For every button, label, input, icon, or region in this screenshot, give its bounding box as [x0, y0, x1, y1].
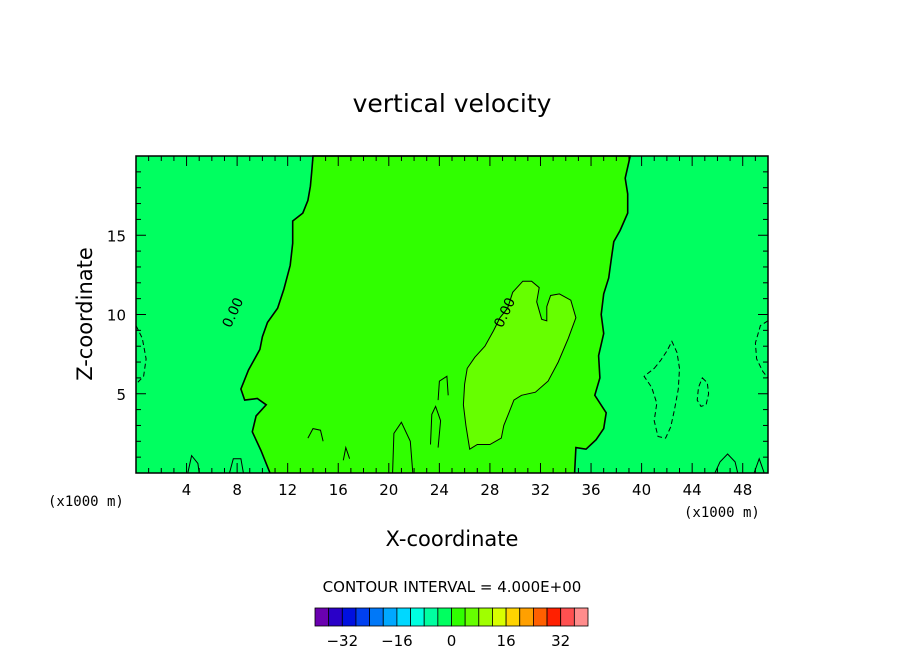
surface-contour-6	[437, 375, 449, 401]
chart-title: vertical velocity	[353, 89, 552, 118]
colorbar-swatch	[396, 607, 411, 627]
x-tick-label: 4	[182, 481, 192, 499]
region-right-small-downdraft	[696, 377, 710, 407]
x-tick-label: 20	[379, 481, 398, 499]
x-tick-label: 28	[480, 481, 499, 499]
x-tick-label: 8	[232, 481, 242, 499]
x-tick-label: 12	[278, 481, 297, 499]
x-tick-label: 48	[733, 481, 752, 499]
contour-interval-text: CONTOUR INTERVAL = 4.000E+00	[323, 578, 582, 596]
x-tick-label: 32	[531, 481, 550, 499]
y-axis-label: Z-coordinate	[73, 247, 97, 381]
surface-contour-5	[430, 405, 442, 448]
x-axis-label: X-coordinate	[386, 527, 519, 551]
surface-contour-7	[714, 453, 739, 474]
colorbar-swatch	[492, 607, 507, 627]
colorbar-swatch	[410, 607, 425, 627]
surface-contour-3	[342, 445, 351, 461]
region-central-updraft-band	[240, 155, 632, 474]
y-tick-label: 15	[107, 227, 126, 245]
colorbar-swatch	[505, 607, 521, 627]
colorbar-swatch	[437, 607, 452, 627]
colorbar-swatch	[451, 607, 466, 627]
x-tick-label: 40	[632, 481, 651, 499]
region-upper-plume	[462, 280, 577, 451]
x-tick-label: 44	[683, 481, 702, 499]
surface-contour-0	[187, 454, 200, 474]
colorbar-swatch	[355, 607, 371, 627]
colorbar: −32 −16 0 16 32	[314, 607, 589, 650]
x-tick-label: 16	[329, 481, 348, 499]
colorbar-tick-label: 0	[447, 632, 457, 650]
colorbar-swatch	[341, 607, 357, 627]
colorbar-tick-label: 16	[497, 632, 516, 650]
colorbar-swatch	[519, 607, 534, 627]
colorbar-swatch	[546, 607, 562, 627]
colorbar-swatch	[423, 607, 439, 627]
surface-contour-4	[392, 421, 414, 474]
colorbar-swatch	[478, 607, 493, 627]
region-right-downdraft	[643, 340, 681, 439]
colorbar-swatch	[382, 607, 398, 627]
y-tick-label: 10	[107, 307, 126, 325]
surface-contour-2	[307, 428, 324, 442]
colorbar-swatch	[314, 607, 330, 627]
colorbar-tick-label: 32	[551, 632, 570, 650]
colorbar-swatch	[573, 607, 589, 627]
plot-area: 0.00 0.00	[135, 155, 769, 474]
y-tick-label: 5	[116, 386, 126, 404]
colorbar-swatch	[533, 607, 548, 627]
x-unit-right: (x1000 m)	[684, 505, 760, 521]
x-tick-label: 36	[581, 481, 600, 499]
colorbar-tick-label: −32	[326, 632, 358, 650]
colorbar-swatch	[464, 607, 480, 627]
colorbar-swatch	[328, 607, 343, 627]
surface-contour-1	[229, 458, 244, 474]
x-unit-left: (x1000 m)	[48, 494, 124, 510]
colorbar-swatch	[560, 607, 575, 627]
x-tick-label: 24	[430, 481, 449, 499]
colorbar-swatch	[369, 607, 384, 627]
colorbar-tick-label: −16	[381, 632, 413, 650]
